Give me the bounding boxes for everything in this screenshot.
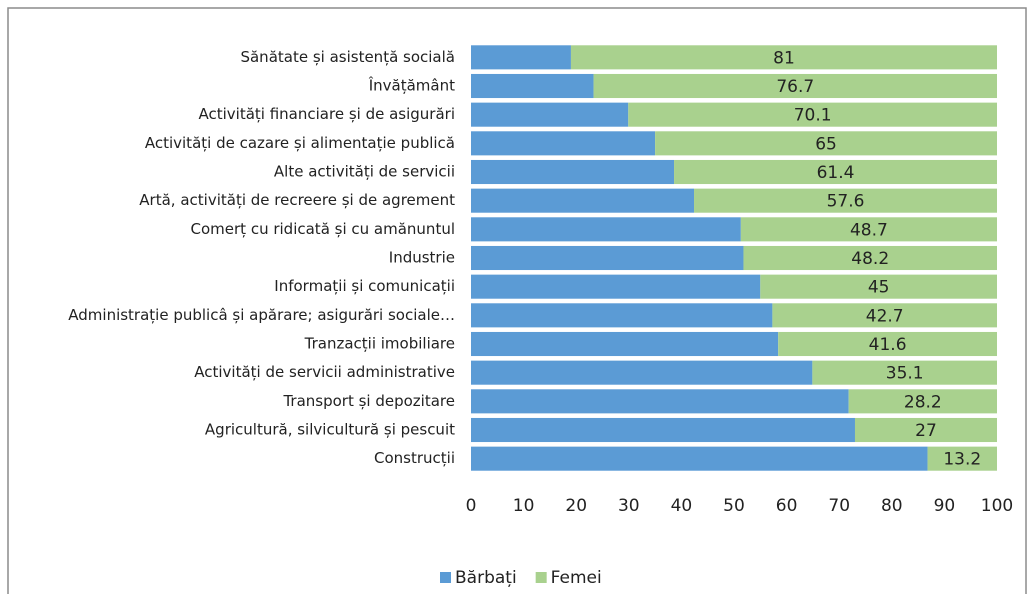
bar-segment <box>471 360 813 385</box>
data-label: 81 <box>773 48 795 68</box>
legend-swatch <box>535 572 547 583</box>
data-label: 61.4 <box>817 163 855 183</box>
data-label: 45 <box>868 278 890 298</box>
bar-segment <box>927 446 997 471</box>
bar-segment <box>471 245 744 271</box>
data-label: 35.1 <box>886 364 924 384</box>
bar-segment <box>471 217 741 242</box>
bar-segment <box>471 446 928 471</box>
data-label: 48.2 <box>851 249 889 269</box>
y-tick-label: Alte activități de servicii <box>274 163 455 181</box>
x-tick-label: 40 <box>671 496 693 516</box>
y-tick-label: Informații și comunicații <box>274 277 455 295</box>
bar-segment <box>471 102 629 127</box>
bar-segment <box>655 131 997 156</box>
bar-segment <box>694 188 997 213</box>
x-tick-label: 90 <box>934 496 956 516</box>
data-label: 70.1 <box>794 106 832 126</box>
bar-segment <box>812 360 997 385</box>
bar-segment <box>471 45 571 70</box>
bar-segment <box>570 45 997 70</box>
bar-segment <box>471 274 761 299</box>
bar-segment <box>740 217 997 242</box>
y-tick-label: Activități financiare și de asigurări <box>199 105 456 123</box>
y-tick-label: Sănătate și asistență socială <box>240 48 455 66</box>
x-tick-label: 50 <box>723 496 745 516</box>
bar-segment <box>778 331 997 357</box>
x-tick-label: 20 <box>565 496 587 516</box>
data-label: 28.2 <box>904 392 942 412</box>
data-label: 76.7 <box>776 77 814 97</box>
bar-segment <box>471 417 855 443</box>
x-tick-label: 0 <box>466 496 477 516</box>
y-tick-label: Tranzacții imobiliare <box>304 335 455 353</box>
bar-segment <box>471 389 849 414</box>
bar-segment <box>471 331 779 357</box>
y-tick-label: Construcții <box>374 449 455 467</box>
bar-segment <box>848 389 997 414</box>
bar-segment <box>854 417 997 443</box>
x-tick-label: 30 <box>618 496 640 516</box>
bar-segment <box>674 159 997 185</box>
legend-label: Femei <box>551 568 602 588</box>
bar-segment <box>471 159 675 185</box>
data-label: 41.6 <box>869 335 907 355</box>
y-tick-label: Industrie <box>389 249 455 267</box>
data-label: 57.6 <box>827 192 865 212</box>
y-tick-label: Agricultură, silvicultură și pescuit <box>205 421 455 439</box>
bar-segment <box>593 73 997 99</box>
y-tick-label: Artă, activități de recreere și de agrem… <box>139 191 455 209</box>
y-tick-label: Activități de servicii administrative <box>194 363 455 381</box>
legend-swatch <box>440 572 451 583</box>
data-label: 42.7 <box>866 306 904 326</box>
x-tick-label: 60 <box>776 496 798 516</box>
bar-segment <box>760 274 997 299</box>
x-tick-label: 10 <box>513 496 535 516</box>
data-label: 27 <box>915 421 937 441</box>
bar-segment <box>471 303 773 328</box>
x-tick-label: 80 <box>881 496 903 516</box>
data-label: 48.7 <box>850 220 888 240</box>
legend-label: Bărbați <box>455 568 517 588</box>
bar-segment <box>743 245 997 271</box>
x-tick-label: 70 <box>828 496 850 516</box>
y-tick-label: Învățământ <box>368 76 455 95</box>
y-tick-label: Activități de cazare și alimentație publ… <box>145 134 455 152</box>
y-tick-label: Administrație publicâ și apărare; asigur… <box>68 306 455 324</box>
bar-segment <box>628 102 997 127</box>
y-tick-label: Transport și depozitare <box>282 392 455 410</box>
bar-segment <box>471 131 656 156</box>
x-tick-label: 100 <box>981 496 1013 516</box>
bar-segment <box>772 303 997 328</box>
data-label: 65 <box>815 134 837 154</box>
bar-segment <box>471 188 695 213</box>
bar-segment <box>471 73 594 99</box>
data-label: 13.2 <box>943 450 981 470</box>
y-tick-label: Comerț cu ridicată și cu amănuntul <box>191 220 455 238</box>
